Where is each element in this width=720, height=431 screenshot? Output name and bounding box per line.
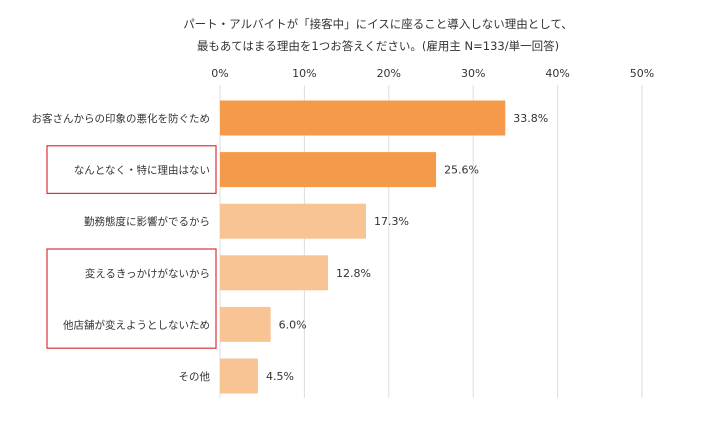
category-label: 他店舗が変えようとしないため [63,318,210,331]
bar [220,203,367,239]
x-tick-label: 0% [211,67,228,80]
x-tick-label: 30% [461,67,485,80]
data-labels: 33.8% 25.6% 17.3% 12.8% 6.0% 4.5% [266,112,548,383]
bars [220,100,506,394]
category-label: お客さんからの印象の悪化を防ぐため [32,112,211,125]
x-tick-label: 50% [630,67,654,80]
category-labels: お客さんからの印象の悪化を防ぐためなんとなく・特に理由はない勤務態度に影響がでる… [32,112,211,383]
highlight-box [46,145,217,195]
chart-title-line-1: パート・アルバイトが「接客中」にイスに座ること導入しない理由として、 [183,17,573,31]
category-label: なんとなく・特に理由はない [74,164,210,177]
chart-title: パート・アルバイトが「接客中」にイスに座ること導入しない理由として、 最もあては… [183,17,573,53]
gridlines [219,85,643,398]
data-label: 4.5% [266,370,294,383]
data-label: 12.8% [336,267,371,280]
data-label: 25.6% [444,164,479,177]
highlight-boxes [46,145,217,349]
data-label: 6.0% [279,318,307,331]
chart-title-line-2: 最もあてはまる理由を1つお答えください。(雇用主 N=133/単一回答) [197,39,559,53]
category-label: 変えるきっかけがないから [85,267,210,280]
x-tick-label: 20% [377,67,401,80]
bar [220,255,329,291]
highlight-box [46,248,217,349]
bar [220,100,506,136]
category-label: 勤務態度に影響がでるから [84,215,210,228]
data-label: 33.8% [513,112,548,125]
category-label: その他 [179,370,211,383]
x-tick-label: 40% [545,67,569,80]
x-tick-label: 10% [292,67,316,80]
bar [220,358,258,394]
bar [220,306,271,342]
data-label: 17.3% [374,215,409,228]
x-axis-ticks: 0% 10% 20% 30% 40% 50% [211,67,654,80]
bar [220,152,437,188]
